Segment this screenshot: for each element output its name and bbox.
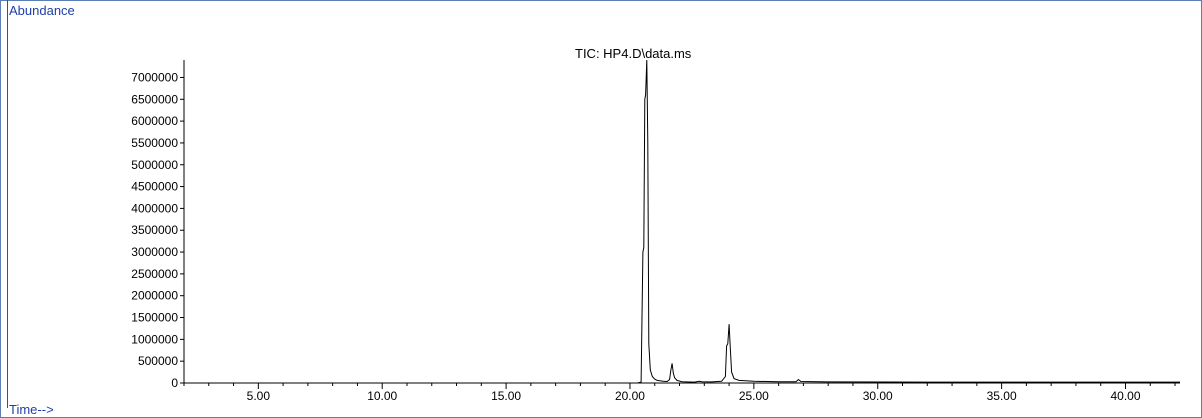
y-tick-label: 5500000 [131,136,178,150]
y-tick-label: 3000000 [131,245,178,259]
x-tick-label: 20.00 [615,389,645,403]
tic-trace-line [184,59,1180,384]
x-tick-label: 30.00 [863,389,893,403]
y-axis-title: Abundance [9,3,75,18]
y-tick-label: 4000000 [131,201,178,215]
y-tick-label: 5000000 [131,158,178,172]
y-tick-label: 500000 [138,354,178,368]
x-axis-title: Time--> [9,402,54,417]
x-tick-label: 25.00 [739,389,769,403]
y-tick-label: 2000000 [131,289,178,303]
ticks: 0 500000 1000000 1500000 2000000 2500000 30000… [131,70,1176,403]
chart-title: TIC: HP4.D\data.ms [575,46,692,61]
y-tick-label: 0 [171,376,178,390]
y-tick-label: 7000000 [131,70,178,84]
y-tick-label: 6000000 [131,114,178,128]
axes [183,60,1180,384]
y-tick-label: 1500000 [131,311,178,325]
x-tick-label: 15.00 [491,389,521,403]
y-tick-label: 6500000 [131,92,178,106]
y-tick-label: 3500000 [131,223,178,237]
left-rule [7,0,8,408]
y-tick-label: 1000000 [131,332,178,346]
x-tick-label: 10.00 [367,389,397,403]
y-tick-label: 4500000 [131,180,178,194]
x-tick-label: 5.00 [247,389,271,403]
y-tick-label: 2500000 [131,267,178,281]
x-tick-label: 35.00 [987,389,1017,403]
x-tick-label: 40.00 [1110,389,1140,403]
